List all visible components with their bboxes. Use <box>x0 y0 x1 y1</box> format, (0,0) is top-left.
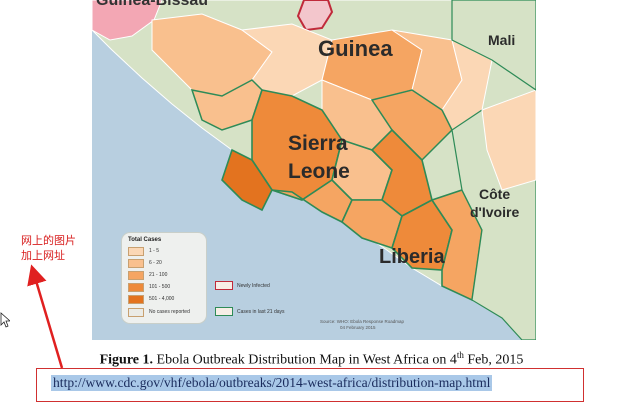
figure-caption: Figure 1. Ebola Outbreak Distribution Ma… <box>0 350 623 369</box>
map-source-note: Source: WHO: Ebola Response Roadmap 04 F… <box>320 319 404 331</box>
legend-swatch <box>128 294 144 304</box>
legend-label: 21 - 100 <box>149 272 168 278</box>
cases-21-days-label: Cases in last 21 days <box>237 308 285 315</box>
map-label-cote: Côte <box>479 186 511 202</box>
map-label-leone: Leone <box>288 160 350 183</box>
annotation-line-2: 加上网址 <box>21 250 65 262</box>
legend-label: 501 - 4,000 <box>149 296 175 302</box>
figure-label: Figure 1. <box>99 352 154 368</box>
legend-swatch <box>128 246 144 256</box>
legend-title: Total Cases <box>128 237 162 243</box>
map-label-mali: Mali <box>488 32 516 48</box>
caption-text-end: Feb, 2015 <box>463 352 524 368</box>
legend-row: 101 - 500 <box>128 282 171 292</box>
legend-row: 21 - 100 <box>128 270 168 280</box>
source-url[interactable]: http://www.cdc.gov/vhf/ebola/outbreaks/2… <box>51 375 493 391</box>
map-graphic <box>92 0 536 340</box>
annotation-line-1: 网上的图片 <box>21 235 76 247</box>
cases-21-days-key: Cases in last 21 days <box>215 307 285 316</box>
map-label-divoire: d'Ivoire <box>470 204 520 220</box>
url-highlight-box <box>36 368 584 402</box>
legend-row: No cases reported <box>128 307 190 317</box>
legend-swatch <box>128 258 144 268</box>
map-label-guinea-bissau: Guinea-Bissau <box>96 0 209 9</box>
chinese-annotation: 网上的图片 加上网址 <box>21 234 76 264</box>
legend-swatch <box>128 307 144 317</box>
legend-swatch <box>128 270 144 280</box>
newly-infected-label: Newly Infected <box>237 282 270 289</box>
legend-row: 1 - 5 <box>128 246 160 256</box>
legend-label: 1 - 5 <box>149 248 160 254</box>
newly-infected-key: Newly Infected <box>215 281 270 290</box>
legend-row: 501 - 4,000 <box>128 294 175 304</box>
legend-label: No cases reported <box>149 309 190 315</box>
map-label-guinea: Guinea <box>318 36 393 61</box>
cases-21-days-swatch <box>215 307 233 316</box>
map-label-liberia: Liberia <box>379 246 445 268</box>
source-line-1: Source: WHO: Ebola Response Roadmap <box>320 319 405 324</box>
legend-row: 6 - 20 <box>128 258 162 268</box>
caption-text: Ebola Outbreak Distribution Map in West … <box>153 352 457 368</box>
caption-superscript: th <box>456 350 464 360</box>
mouse-cursor-icon <box>0 312 10 328</box>
legend-swatch <box>128 282 144 292</box>
ebola-distribution-map: Guinea-Bissau Guinea Mali Sierra Leone C… <box>92 0 536 340</box>
map-label-sierra: Sierra <box>288 132 348 155</box>
legend-label: 101 - 500 <box>149 284 171 290</box>
legend-label: 6 - 20 <box>149 260 162 266</box>
map-legend: Total Cases 1 - 5 6 - 20 21 - 100 101 - … <box>122 233 206 323</box>
source-line-2: 04 February 2015 <box>340 325 376 330</box>
newly-infected-swatch <box>215 281 233 290</box>
